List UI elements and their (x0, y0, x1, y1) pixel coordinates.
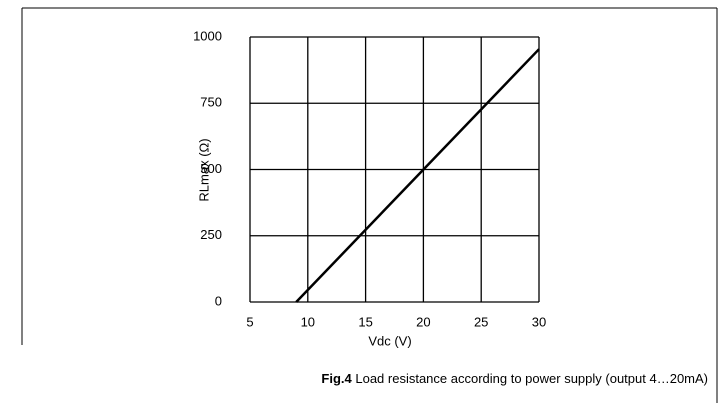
caption: Fig.4 Load resistance according to power… (321, 371, 708, 386)
x-tick-label: 30 (532, 314, 546, 329)
x-tick-label: 25 (474, 314, 488, 329)
caption-text: Load resistance according to power suppl… (355, 371, 708, 386)
x-tick-label: 15 (358, 314, 372, 329)
data-line (295, 48, 540, 303)
x-tick-label: 20 (416, 314, 430, 329)
x-axis-label: Vdc (V) (368, 333, 411, 348)
y-tick-label: 1000 (193, 28, 222, 43)
y-tick-label: 500 (200, 161, 222, 176)
y-tick-label: 750 (200, 95, 222, 110)
x-tick-label: 5 (246, 314, 253, 329)
x-tick-label: 10 (301, 314, 315, 329)
y-tick-label: 250 (200, 227, 222, 242)
y-tick-label: 0 (215, 293, 222, 308)
y-axis-label: RLmax (Ω) (196, 138, 211, 201)
caption-label: Fig.4 (321, 371, 352, 386)
